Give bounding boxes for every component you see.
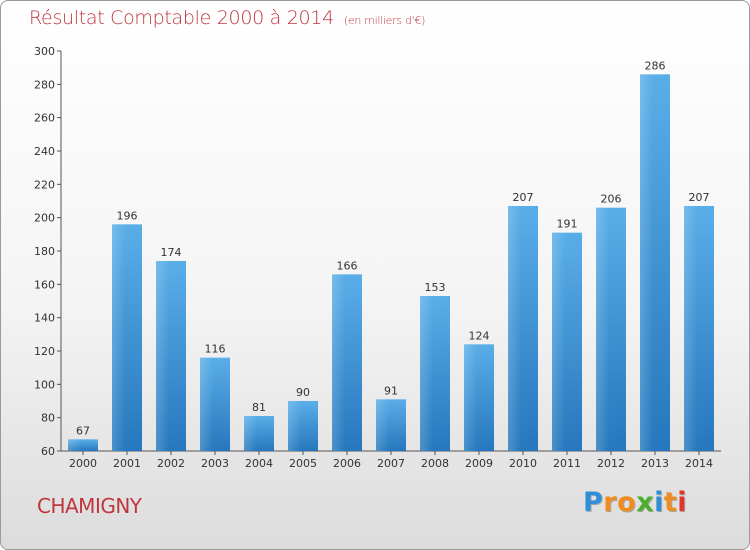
chart-title-text: Résultat Comptable 2000 à 2014	[29, 7, 334, 29]
y-tick-label: 160	[34, 278, 55, 291]
chart-unit: (en milliers d'€)	[343, 14, 426, 27]
y-tick-label: 100	[34, 378, 55, 391]
y-tick-label: 80	[41, 412, 55, 425]
y-tick-label: 300	[34, 45, 55, 58]
x-tick-label: 2004	[245, 457, 273, 470]
bar-highlight	[244, 416, 258, 451]
x-tick-label: 2013	[641, 457, 669, 470]
bar-2000	[68, 439, 98, 451]
value-label: 116	[205, 343, 226, 356]
bar-highlight	[508, 206, 522, 451]
y-tick-label: 220	[34, 178, 55, 191]
logo-letter: i	[654, 487, 664, 518]
y-tick-label: 120	[34, 345, 55, 358]
value-label: 207	[689, 191, 710, 204]
logo-letter: i	[677, 487, 688, 518]
x-tick-label: 2014	[685, 457, 713, 470]
bar-highlight	[596, 207, 610, 451]
bar-highlight	[552, 232, 566, 451]
value-label: 166	[337, 259, 358, 272]
value-label: 286	[645, 59, 666, 72]
bars: 67 196 174 116 81 90 166 91 153 124 207 191 206 286 20…	[68, 59, 714, 451]
bar-highlight	[200, 357, 214, 451]
x-tick-label: 2006	[333, 457, 361, 470]
logo-letter: r	[603, 487, 618, 518]
bar-highlight	[332, 274, 346, 451]
value-label: 196	[117, 209, 138, 222]
proxiti-logo: Proxiti	[583, 487, 687, 518]
bar-highlight	[68, 439, 82, 451]
x-tick-label: 2007	[377, 457, 405, 470]
x-tick-label: 2001	[113, 457, 141, 470]
y-tick-label: 280	[34, 78, 55, 91]
value-label: 174	[161, 246, 182, 259]
bar-highlight	[464, 344, 478, 451]
y-tick-label: 140	[34, 312, 55, 325]
logo-letter: P	[583, 487, 604, 518]
value-label: 91	[384, 384, 398, 397]
bar-highlight	[156, 261, 170, 451]
bar-highlight	[684, 206, 698, 451]
town-name: CHAMIGNY	[37, 494, 142, 518]
chart-title: Résultat Comptable 2000 à 2014 (en millie…	[29, 7, 425, 29]
x-tick-label: 2011	[553, 457, 581, 470]
logo-letter: x	[636, 487, 655, 518]
x-tick-label: 2003	[201, 457, 229, 470]
logo-letter: o	[617, 487, 637, 518]
y-tick-label: 60	[41, 445, 55, 458]
value-label: 90	[296, 386, 310, 399]
value-label: 207	[513, 191, 534, 204]
bar-highlight	[112, 224, 126, 451]
x-axis: 2000 2001 2002 2003 2004 2005 2006 2007 2008 2009…	[69, 451, 713, 470]
y-tick-label: 240	[34, 145, 55, 158]
bar-highlight	[420, 296, 434, 451]
x-tick-label: 2010	[509, 457, 537, 470]
value-label: 191	[557, 218, 578, 231]
x-tick-label: 2005	[289, 457, 317, 470]
value-label: 81	[252, 401, 266, 414]
value-label: 124	[469, 329, 490, 342]
x-tick-label: 2000	[69, 457, 97, 470]
x-tick-label: 2008	[421, 457, 449, 470]
bar-highlight	[288, 401, 302, 451]
value-label: 67	[76, 424, 90, 437]
logo-letter: t	[663, 487, 678, 518]
value-label: 153	[425, 281, 446, 294]
y-tick-label: 180	[34, 245, 55, 258]
y-tick-label: 260	[34, 112, 55, 125]
x-tick-label: 2009	[465, 457, 493, 470]
y-tick-label: 200	[34, 212, 55, 225]
x-tick-label: 2012	[597, 457, 625, 470]
value-label: 206	[601, 193, 622, 206]
bar-highlight	[376, 399, 390, 451]
bar-highlight	[640, 74, 654, 451]
x-tick-label: 2002	[157, 457, 185, 470]
